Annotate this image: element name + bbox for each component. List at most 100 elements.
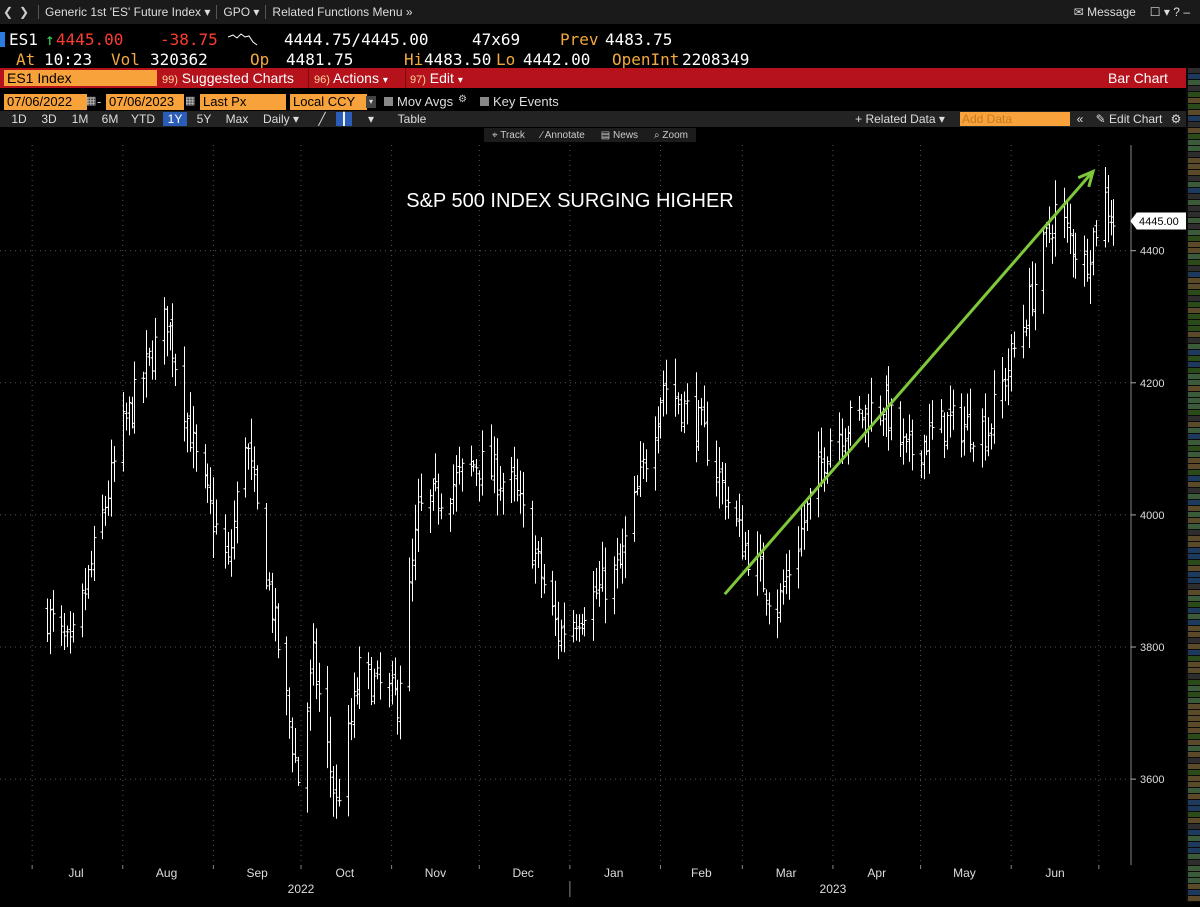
edge-texture-block	[1188, 368, 1200, 373]
period-ytd-button[interactable]: YTD	[131, 112, 155, 126]
annotate-button[interactable]: ∕ Annotate	[541, 130, 585, 141]
window-controls[interactable]: ☐ ▾ ? –	[1150, 5, 1190, 19]
trend-arrow	[723, 168, 1096, 596]
period-max-button[interactable]: Max	[225, 112, 249, 126]
bar-chart-icon[interactable]: ┃	[336, 112, 352, 126]
ohlc-bar	[211, 477, 216, 558]
ohlc-bar	[419, 473, 424, 511]
calendar-icon[interactable]: ▦	[86, 95, 97, 107]
edge-texture-block	[1188, 698, 1200, 703]
zoom-button[interactable]: ⌕ Zoom	[654, 130, 688, 141]
ohlc-bar	[1082, 235, 1087, 287]
line-chart-icon[interactable]: ╱	[318, 112, 326, 126]
end-date-input[interactable]: 07/06/2023	[106, 94, 184, 110]
ohlc-bar	[939, 399, 944, 434]
edge-texture-block	[1188, 542, 1200, 547]
edge-texture-block	[1188, 554, 1200, 559]
ohlc-bar	[89, 550, 94, 578]
currency-select[interactable]: Local CCY	[290, 94, 367, 110]
ohlc-bar	[168, 322, 173, 351]
chevron-down-icon: ▾	[204, 5, 211, 19]
add-data-input[interactable]: Add Data	[960, 112, 1070, 126]
period-3d-button[interactable]: 3D	[41, 112, 57, 126]
field-select[interactable]: Last Px	[200, 94, 286, 110]
high-price: 4483.50	[424, 50, 492, 69]
table-button[interactable]: Table	[397, 112, 427, 126]
mov-avgs-checkbox[interactable]	[384, 97, 393, 106]
chevron-down-icon: ▾	[1163, 5, 1170, 19]
ohlc-bar	[767, 592, 772, 625]
last-price-label: 4445.00	[1139, 216, 1179, 228]
open-label: Op	[250, 50, 270, 69]
chevron-down-icon: ▾	[253, 5, 260, 19]
ohlc-bar	[574, 614, 579, 641]
ohlc-bar	[825, 456, 830, 484]
edge-texture-block	[1188, 206, 1200, 211]
ohlc-bar	[480, 430, 485, 496]
x-tick-label: Jul	[68, 866, 83, 880]
period-1m-button[interactable]: 1M	[71, 112, 89, 126]
ohlc-bar	[328, 716, 333, 798]
ohlc-bar	[229, 529, 234, 577]
ohlc-bar	[986, 417, 991, 457]
period-5y-button[interactable]: 5Y	[196, 112, 212, 126]
edge-texture-block	[1188, 644, 1200, 649]
message-button[interactable]: ✉ Message	[1074, 5, 1136, 19]
edge-texture-block	[1188, 758, 1200, 763]
ohlc-bar	[68, 611, 73, 654]
ohlc-bar	[787, 550, 792, 600]
security-title-menu[interactable]: Generic 1st 'ES' Future Index ▾	[45, 5, 210, 19]
ohlc-bar	[542, 563, 547, 594]
gpo-menu[interactable]: GPO ▾	[223, 5, 259, 19]
start-date-input[interactable]: 07/06/2022	[4, 94, 87, 110]
period-1y-button[interactable]: 1Y	[163, 112, 187, 126]
x-tick-label: Aug	[156, 866, 177, 880]
ohlc-bar	[837, 412, 842, 465]
ohlc-bar	[273, 588, 278, 642]
bid-ask-size: 47x69	[472, 30, 521, 49]
related-data-menu[interactable]: + Related Data ▾	[850, 112, 950, 126]
ohlc-bar	[924, 435, 929, 456]
track-button[interactable]: ⌖ Track	[492, 130, 525, 141]
ohlc-bar	[1065, 199, 1070, 243]
collapse-icon[interactable]: «	[1076, 112, 1084, 126]
chevron-down-icon[interactable]: ▾	[367, 112, 375, 126]
security-input[interactable]: ES1 Index	[4, 70, 157, 86]
actions-button[interactable]: 96) Actions ▾	[314, 70, 388, 89]
back-icon[interactable]: ❮	[2, 5, 14, 19]
calendar-icon[interactable]: ▦	[185, 95, 196, 107]
ohlc-bar	[492, 436, 497, 494]
edit-chart-button[interactable]: ✎ Edit Chart	[1092, 112, 1166, 126]
edge-texture-block	[1188, 440, 1200, 445]
edge-texture-block	[1188, 590, 1200, 595]
dropdown-arrow-icon[interactable]: ▾	[366, 96, 376, 108]
frequency-select[interactable]: Daily ▾	[256, 112, 306, 126]
ohlc-bar	[702, 385, 707, 428]
ohlc-bar	[673, 358, 678, 417]
settings-icon[interactable]: ⚙	[458, 94, 467, 105]
news-button[interactable]: ▤ News	[601, 130, 638, 141]
gear-icon[interactable]: ⚙	[1170, 112, 1182, 126]
ohlc-bar	[474, 459, 479, 486]
divider	[405, 68, 406, 88]
edge-texture-block	[1188, 752, 1200, 757]
related-functions-menu[interactable]: Related Functions Menu »	[272, 5, 412, 19]
ohlc-bar	[635, 475, 640, 496]
key-events-checkbox[interactable]	[480, 97, 489, 106]
edit-button[interactable]: 97) Edit ▾	[410, 70, 463, 89]
period-1d-button[interactable]: 1D	[11, 112, 27, 126]
ohlc-bar	[144, 330, 149, 398]
ohlc-bar	[965, 393, 970, 431]
edge-texture-block	[1188, 470, 1200, 475]
forward-icon[interactable]: ❯	[18, 5, 30, 19]
ohlc-bar	[375, 660, 380, 680]
ohlc-bar	[112, 446, 117, 482]
ohlc-bar	[778, 583, 783, 623]
period-6m-button[interactable]: 6M	[101, 112, 119, 126]
edge-texture-block	[1188, 488, 1200, 493]
suggested-charts-button[interactable]: 99) Suggested Charts	[162, 70, 294, 88]
adjacent-window-edge	[1186, 68, 1200, 902]
ohlc-bar	[1006, 348, 1011, 406]
ohlc-bar	[676, 392, 681, 415]
